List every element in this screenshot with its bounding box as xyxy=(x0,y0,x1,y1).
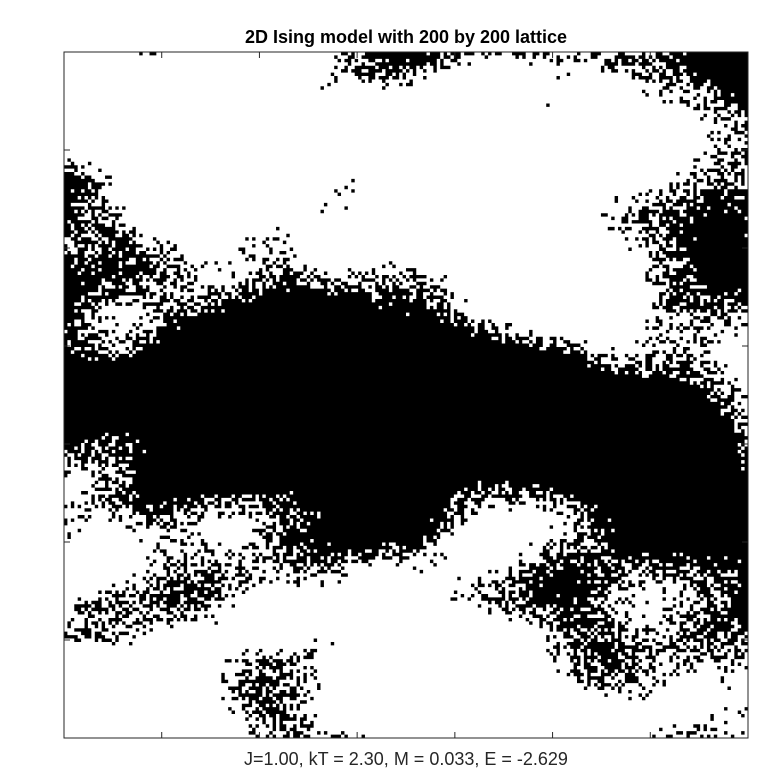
chart-title: 2D Ising model with 200 by 200 lattice xyxy=(244,27,568,47)
spin-up-cells xyxy=(63,52,748,738)
x-axis-label: J=1.00, kT = 2.30, M = 0.033, E = -2.629 xyxy=(244,749,568,769)
axes-box xyxy=(63,51,749,739)
axis-ticks xyxy=(64,52,748,738)
